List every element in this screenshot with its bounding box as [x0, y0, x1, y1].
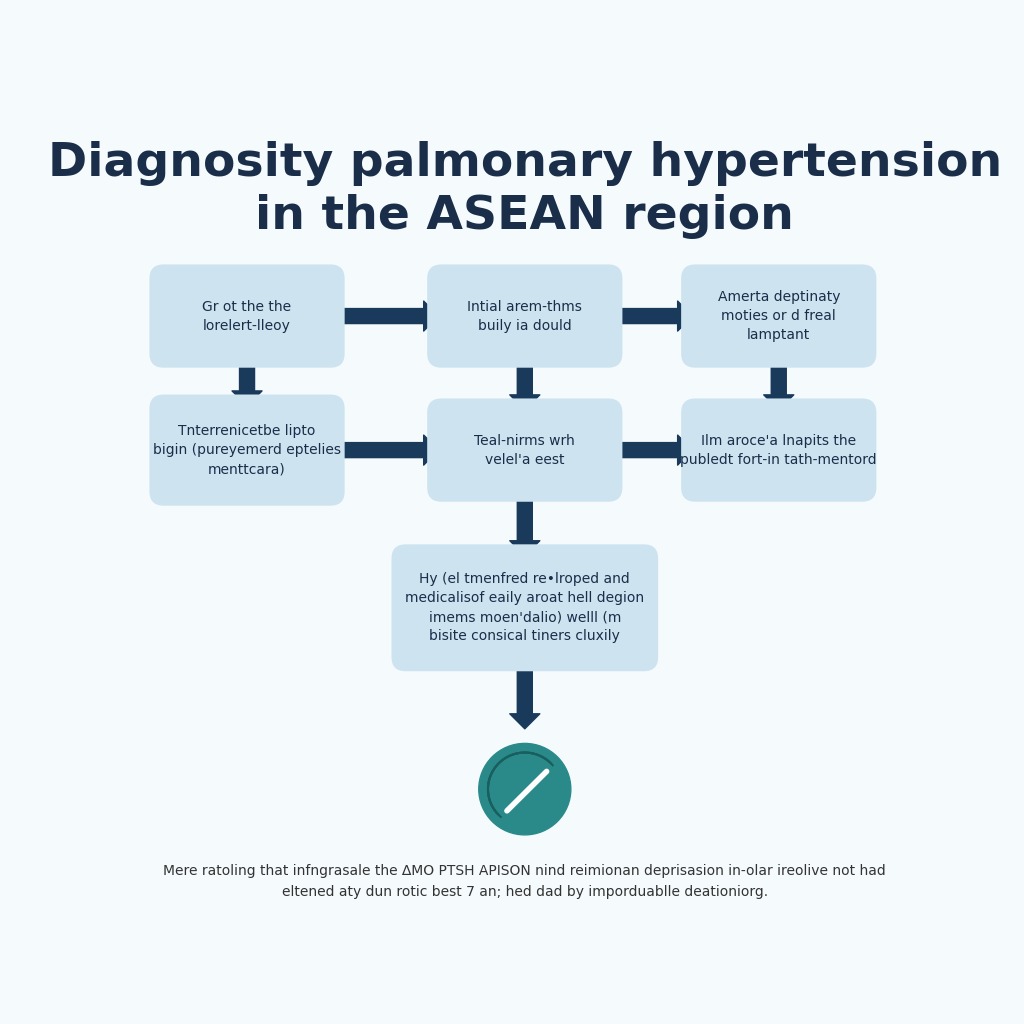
- FancyBboxPatch shape: [681, 398, 877, 502]
- Text: Gr ot the the
lorelert-lleoy: Gr ot the the lorelert-lleoy: [203, 300, 292, 333]
- Text: Amerta deptinaty
moties or d freal
lamptant: Amerta deptinaty moties or d freal lampt…: [718, 290, 840, 342]
- Text: Tnterrenicetbe lipto
bigin (pureyemerd eptelies
menttcara): Tnterrenicetbe lipto bigin (pureyemerd e…: [153, 424, 341, 476]
- Text: Hy (el tmenfred re•lroped and
medicalisof eaily aroat hell degion
imems moen'dal: Hy (el tmenfred re•lroped and medicaliso…: [406, 572, 644, 643]
- Text: Ilm aroce'a lnapits the
publedt fort-in tath-mentord: Ilm aroce'a lnapits the publedt fort-in …: [680, 433, 878, 467]
- Text: Mere ratoling that infngrasale the ∆MO PTSH APISON nind reimionan deprisasion in: Mere ratoling that infngrasale the ∆MO P…: [164, 864, 886, 899]
- FancyBboxPatch shape: [427, 264, 623, 368]
- Text: Diagnosity palmonary hypertension
in the ASEAN region: Diagnosity palmonary hypertension in the…: [48, 140, 1001, 240]
- FancyBboxPatch shape: [427, 398, 623, 502]
- Text: Teal-nirms wrh
velel'a eest: Teal-nirms wrh velel'a eest: [474, 433, 575, 467]
- FancyBboxPatch shape: [681, 264, 877, 368]
- FancyBboxPatch shape: [150, 394, 345, 506]
- FancyBboxPatch shape: [391, 545, 658, 672]
- Text: Intial arem-thms
buily ia dould: Intial arem-thms buily ia dould: [467, 300, 583, 333]
- Circle shape: [479, 743, 570, 835]
- FancyBboxPatch shape: [150, 264, 345, 368]
